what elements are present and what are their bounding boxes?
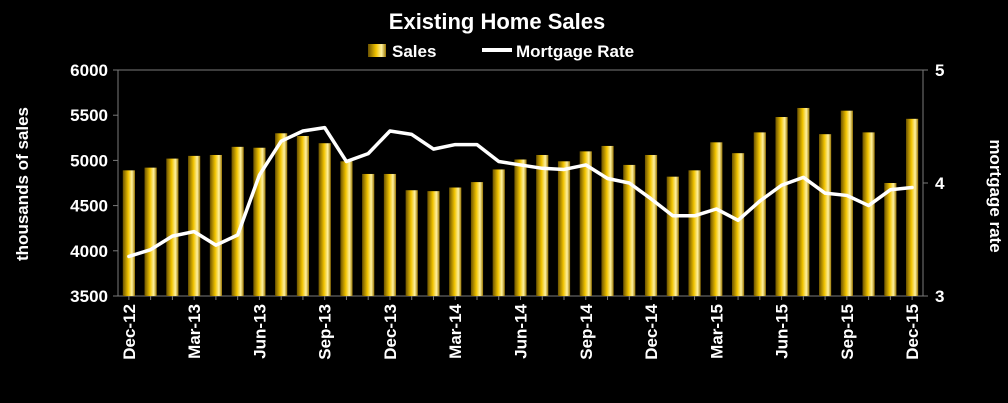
y-axis-right: 3 4 5 xyxy=(923,61,945,306)
sales-bar-Feb-13 xyxy=(166,158,179,296)
sales-bar-Jun-15 xyxy=(775,117,788,296)
chart-title: Existing Home Sales xyxy=(389,9,605,34)
sales-bar-Feb-14 xyxy=(427,191,440,296)
sales-bar-Jul-13 xyxy=(275,133,288,296)
sales-bar-Jan-15 xyxy=(666,176,679,296)
sales-bar-Feb-15 xyxy=(688,170,701,296)
y-tick-label: 4500 xyxy=(70,197,108,216)
x-tick-label: Mar-13 xyxy=(185,304,204,359)
sales-bar-Aug-14 xyxy=(557,161,571,296)
y2-axis-title: mortgage rate xyxy=(986,139,1005,252)
sales-bar-Dec-14 xyxy=(644,154,658,296)
sales-bar-Mar-13 xyxy=(188,155,201,296)
y-tick-label: 5000 xyxy=(70,151,108,170)
sales-bar-Nov-15 xyxy=(884,183,897,296)
sales-bar-Aug-15 xyxy=(819,134,832,296)
sales-bar-Dec-13 xyxy=(383,173,397,296)
sales-bar-Apr-15 xyxy=(731,153,745,296)
sales-bar-Jun-14 xyxy=(514,159,527,296)
x-tick-label: Mar-14 xyxy=(446,303,465,358)
x-tick-label: Mar-15 xyxy=(707,304,726,359)
x-tick-label: Sep-14 xyxy=(577,303,596,359)
sales-bar-Aug-13 xyxy=(296,135,310,296)
y-tick-label: 5500 xyxy=(70,106,108,125)
sales-bar-May-14 xyxy=(492,169,505,296)
x-tick-label: Dec-12 xyxy=(120,304,139,360)
y2-tick-label: 4 xyxy=(935,174,945,193)
legend-rate-label: Mortgage Rate xyxy=(516,42,634,61)
x-tick-label: Dec-13 xyxy=(381,304,400,360)
sales-bar-Apr-13 xyxy=(209,154,222,296)
plot-area: 3500 4000 4500 5000 5500 6000 3 4 5 Dec-12 Mar-1… xyxy=(70,61,945,360)
legend-sales-label: Sales xyxy=(392,42,436,61)
y-tick-label: 6000 xyxy=(70,61,108,80)
mortgage-rate-line xyxy=(127,125,914,259)
legend-sales-swatch xyxy=(368,44,386,57)
sales-bar-Sep-14 xyxy=(579,151,592,296)
sales-bar-Dec-12 xyxy=(122,170,135,296)
y-tick-label: 4000 xyxy=(70,242,108,261)
sales-bar-Nov-13 xyxy=(362,173,375,296)
sales-bar-Oct-13 xyxy=(340,161,353,296)
sales-bar-Mar-15 xyxy=(710,142,723,296)
x-tick-label: Sep-13 xyxy=(316,304,335,360)
x-tick-label: Dec-15 xyxy=(903,304,922,360)
sales-bar-Nov-14 xyxy=(623,164,636,296)
sales-bar-Jul-14 xyxy=(536,154,549,296)
x-tick-label: Jun-14 xyxy=(512,303,531,358)
x-tick-label: Sep-15 xyxy=(838,304,857,360)
y2-tick-label: 5 xyxy=(935,61,944,80)
sales-bar-Sep-15 xyxy=(840,110,853,297)
y-tick-label: 3500 xyxy=(70,287,108,306)
y2-tick-label: 3 xyxy=(935,287,944,306)
sales-bar-May-15 xyxy=(753,132,766,296)
sales-bar-Jan-13 xyxy=(144,167,157,296)
x-tick-label: Jun-13 xyxy=(250,304,269,359)
sales-bars xyxy=(122,107,919,297)
sales-bar-Oct-14 xyxy=(601,145,614,296)
x-tick-label: Jun-15 xyxy=(773,304,792,359)
sales-bar-Dec-15 xyxy=(906,118,919,296)
sales-bar-Sep-13 xyxy=(318,143,331,296)
sales-bar-May-13 xyxy=(231,146,244,296)
sales-bar-Apr-14 xyxy=(470,182,484,296)
sales-bar-Jan-14 xyxy=(405,190,418,296)
x-tick-label: Dec-14 xyxy=(642,303,661,359)
legend: Sales Mortgage Rate xyxy=(368,42,634,61)
sales-bar-Jul-15 xyxy=(797,107,810,296)
x-axis: Dec-12 Mar-13 Jun-13 Sep-13 Dec-13 Mar-14 Jun-… xyxy=(120,296,922,360)
sales-bar-Mar-14 xyxy=(449,187,462,296)
sales-bar-Oct-15 xyxy=(862,132,875,296)
y-axis-title: thousands of sales xyxy=(13,107,32,261)
y-axis-left: 3500 4000 4500 5000 5500 6000 xyxy=(70,61,118,306)
